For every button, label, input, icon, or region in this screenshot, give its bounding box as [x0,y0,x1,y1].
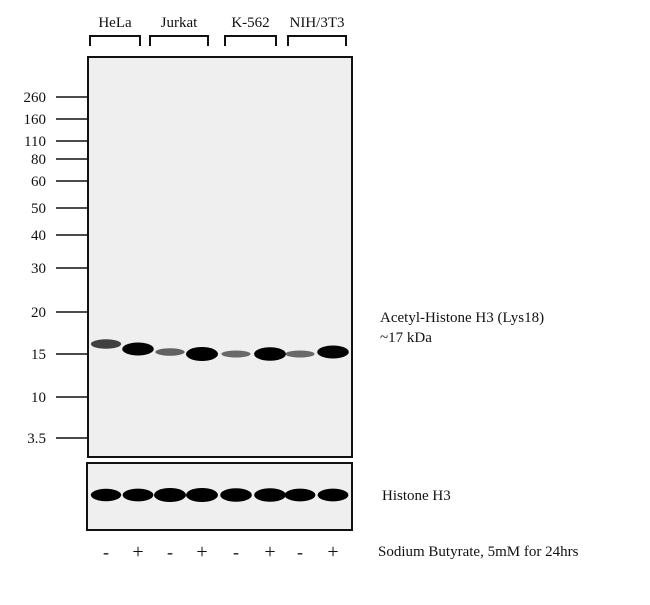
target-band [221,350,251,358]
loading-band [154,488,186,502]
loading-band [122,488,154,502]
loading-band [317,488,349,502]
lane-group-bracket [287,35,347,46]
lane-group-bracket [89,35,141,46]
lane-group-bracket [224,35,277,46]
mw-marker-label: 40 [31,228,46,244]
target-band [254,347,286,361]
target-band [285,350,315,358]
treated-sign: + [264,541,275,563]
mw-marker-label: 80 [31,152,46,168]
target-band [90,339,122,349]
cell-line-label: Jurkat [161,15,198,31]
target-band [122,342,154,356]
loading-band [90,488,122,502]
untreated-sign: - [103,542,109,562]
mw-marker-label: 260 [24,90,47,106]
target-band [155,348,185,356]
untreated-sign: - [167,542,173,562]
lane-group-bracket [149,35,209,46]
treated-sign: + [132,541,143,563]
main-blot-panel [87,56,353,458]
untreated-sign: - [297,542,303,562]
mw-marker-label: 50 [31,201,46,217]
mw-marker-label: 15 [31,347,46,363]
cell-line-label: HeLa [98,15,132,31]
target-label: Acetyl-Histone H3 (Lys18) [380,310,544,326]
treatment-label: Sodium Butyrate, 5mM for 24hrs [378,544,579,560]
loading-band [220,488,252,502]
loading-band [254,488,286,502]
mw-marker-label: 20 [31,305,46,321]
loading-band [284,488,316,502]
cell-line-label: NIH/3T3 [290,15,345,31]
mw-marker-label: 110 [24,134,46,150]
loading-band [186,488,218,502]
target-band [317,345,349,359]
mw-marker-label: 160 [24,112,47,128]
cell-line-label: K-562 [231,15,269,31]
untreated-sign: - [233,542,239,562]
treated-sign: + [196,541,207,563]
mw-marker-label: 10 [31,390,46,406]
treated-sign: + [327,541,338,563]
loading-control-label: Histone H3 [382,488,451,504]
mw-marker-label: 60 [31,174,46,190]
target-mw-label: ~17 kDa [380,330,432,346]
mw-marker-label: 3.5 [27,431,46,447]
mw-marker-label: 30 [31,261,46,277]
target-band [186,347,218,361]
